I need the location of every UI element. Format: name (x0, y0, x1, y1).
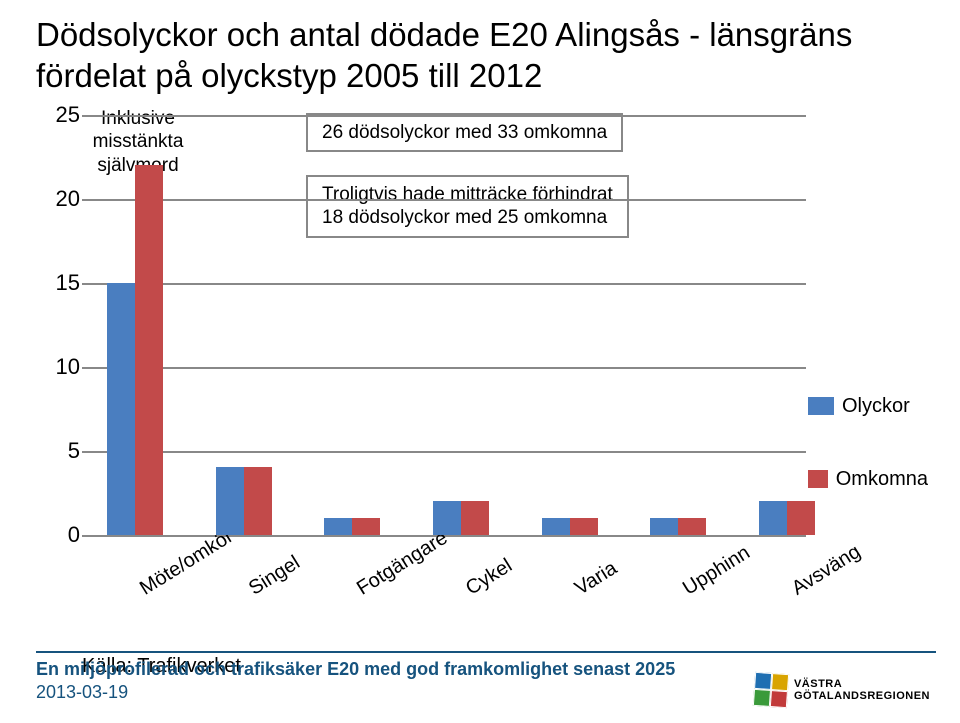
x-label: Singel (245, 551, 304, 600)
legend-label: Olyckor (842, 395, 910, 418)
note-box-2: Troligtvis hade mitträcke förhindrat18 d… (306, 175, 629, 239)
y-tick: 20 (40, 186, 80, 212)
bar-omkomna (244, 467, 272, 534)
bar-olyckor (324, 518, 352, 535)
x-label: Varia (571, 557, 622, 600)
bar-olyckor (107, 283, 135, 535)
y-tick: 25 (40, 102, 80, 128)
x-label: Fotgängare (353, 526, 452, 600)
x-label: Möte/omkör (136, 525, 238, 600)
y-tick: 10 (40, 354, 80, 380)
vgr-logo: VÄSTRA GÖTALANDSREGIONEN (754, 673, 930, 707)
logo-icon (753, 672, 789, 708)
bar-olyckor (216, 467, 244, 534)
bar-olyckor (542, 518, 570, 535)
bar-omkomna (461, 501, 489, 535)
page-title: Dödsolyckor och antal dödade E20 Alingså… (36, 14, 936, 97)
note-box-1: 26 dödsolyckor med 33 omkomna (306, 113, 623, 153)
footer: En miljöprofilerad och trafiksäker E20 m… (36, 651, 936, 703)
bar-olyckor (433, 501, 461, 535)
bar-omkomna (570, 518, 598, 535)
bar-olyckor (759, 501, 787, 535)
x-label: Upphinn (679, 541, 754, 600)
legend-omkomna: Omkomna (808, 468, 928, 491)
y-tick: 5 (40, 438, 80, 464)
x-label: Cykel (462, 554, 517, 600)
legend: Olyckor Omkomna (808, 115, 928, 499)
x-label: Avsväng (788, 540, 865, 600)
bar-omkomna (678, 518, 706, 535)
bar-omkomna (352, 518, 380, 535)
bar-omkomna (135, 165, 163, 535)
y-tick: 0 (40, 522, 80, 548)
legend-label: Omkomna (836, 468, 928, 491)
bar-chart: Inklusivemisstänktasjälvmord 26 dödsolyc… (40, 115, 806, 595)
legend-olyckor: Olyckor (808, 395, 928, 418)
bar-omkomna (787, 501, 815, 535)
footer-rule (36, 651, 936, 653)
y-tick: 15 (40, 270, 80, 296)
logo-text: VÄSTRA GÖTALANDSREGIONEN (794, 678, 930, 702)
bar-olyckor (650, 518, 678, 535)
